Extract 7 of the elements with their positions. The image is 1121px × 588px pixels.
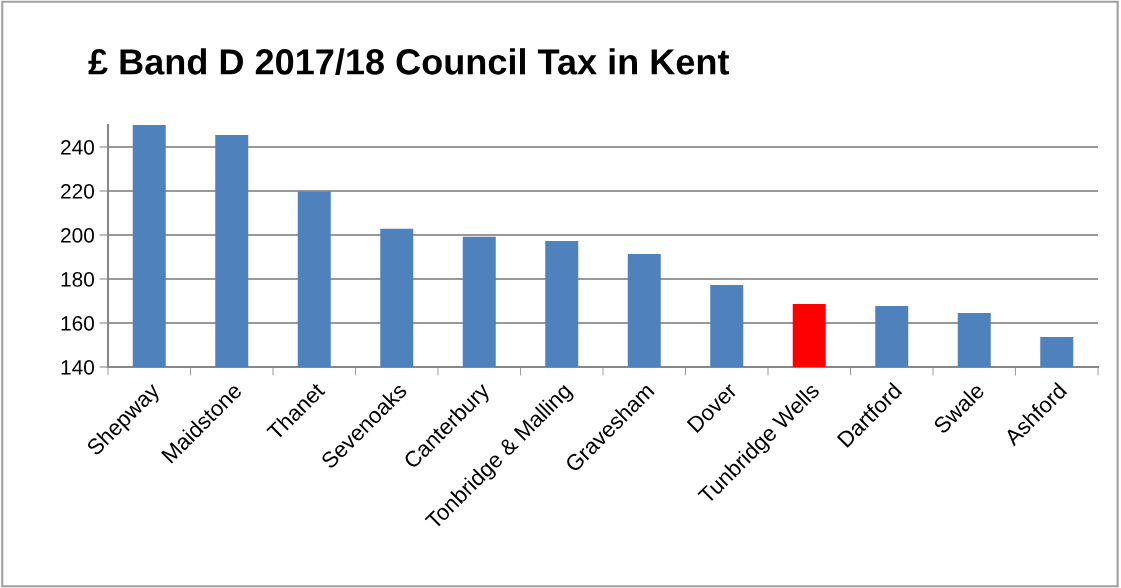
- y-tick-label: 200: [61, 228, 94, 243]
- y-tick-label: 140: [61, 360, 94, 375]
- y-tick-label: 160: [61, 316, 94, 331]
- y-tick-label: 220: [61, 184, 94, 199]
- chart-title: £ Band D 2017/18 Council Tax in Kent: [88, 48, 730, 76]
- y-tick-label: 240: [61, 140, 94, 155]
- y-tick-label: 180: [61, 272, 94, 287]
